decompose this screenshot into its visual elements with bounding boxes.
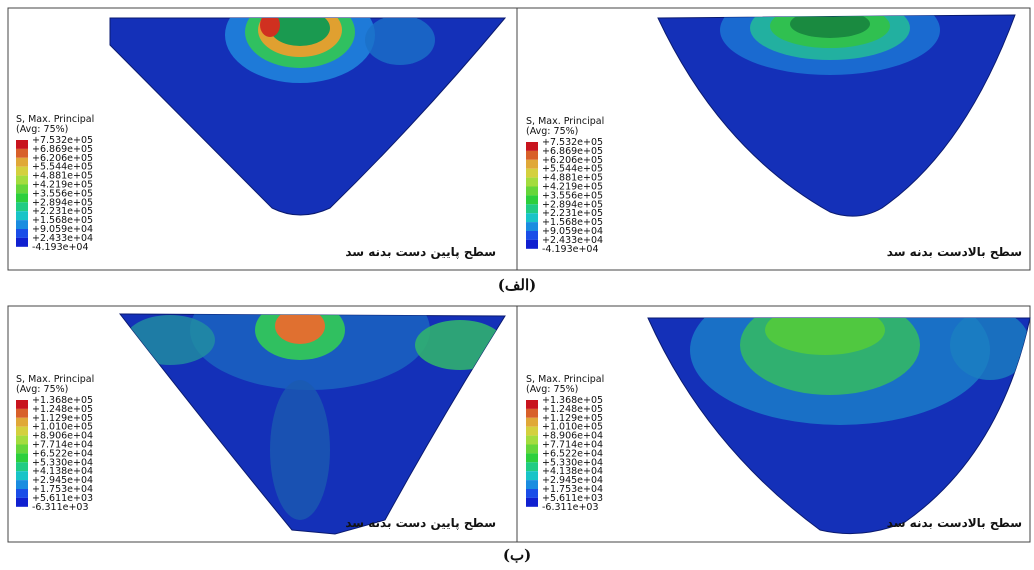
- legend-swatch: [16, 471, 28, 480]
- legend-swatch: [526, 471, 538, 480]
- legend-swatch: [16, 453, 28, 462]
- legend-swatch: [526, 213, 538, 222]
- legend-swatch: [526, 222, 538, 231]
- legend-swatch: [16, 229, 28, 238]
- legend-swatch: [526, 142, 538, 151]
- legend-subtitle: (Avg: 75%): [16, 384, 68, 395]
- legend-swatch: [16, 418, 28, 427]
- legend-swatch: [526, 436, 538, 445]
- legend-swatch: [526, 445, 538, 454]
- legend-swatch: [526, 409, 538, 418]
- legend-swatch: [16, 498, 28, 507]
- legend-entry: -4.193e+04: [32, 242, 89, 253]
- panel-caption: سطح بالادست بدنه سد: [887, 245, 1022, 259]
- legend-swatch: [16, 211, 28, 220]
- contour-region: [365, 15, 435, 65]
- legend-entry: -4.193e+04: [542, 244, 599, 255]
- legend-swatch: [526, 498, 538, 507]
- legend-swatch: [526, 160, 538, 169]
- panel-caption: سطح پایین دست بدنه سد: [345, 245, 496, 259]
- legend-swatch: [16, 436, 28, 445]
- legend-swatch: [16, 176, 28, 185]
- legend-swatch: [526, 187, 538, 196]
- row-label: (الف): [498, 276, 536, 294]
- legend-swatch: [526, 151, 538, 160]
- legend-swatch: [16, 427, 28, 436]
- legend-swatch: [16, 480, 28, 489]
- contour-region: [270, 380, 330, 520]
- legend-swatch: [16, 158, 28, 167]
- legend-swatch: [16, 238, 28, 247]
- legend-swatch: [16, 400, 28, 409]
- legend-swatch: [16, 149, 28, 158]
- legend-swatch: [526, 480, 538, 489]
- legend-entry: -6.311e+03: [542, 502, 599, 513]
- legend-swatch: [16, 220, 28, 229]
- legend-swatch: [16, 167, 28, 176]
- legend-swatch: [16, 140, 28, 149]
- legend-swatch: [526, 178, 538, 187]
- legend-subtitle: (Avg: 75%): [526, 126, 578, 137]
- legend-subtitle: (Avg: 75%): [16, 124, 68, 135]
- legend-swatch: [526, 462, 538, 471]
- legend-swatch: [16, 193, 28, 202]
- legend-swatch: [16, 462, 28, 471]
- legend-swatch: [526, 195, 538, 204]
- legend-swatch: [526, 489, 538, 498]
- row-label: (ب): [503, 546, 531, 564]
- legend-swatch: [16, 185, 28, 194]
- legend-entry: -6.311e+03: [32, 502, 89, 513]
- legend-swatch: [16, 202, 28, 211]
- panel-caption: سطح پایین دست بدنه سد: [345, 516, 496, 530]
- legend-swatch: [526, 453, 538, 462]
- legend-swatch: [526, 400, 538, 409]
- legend-swatch: [526, 240, 538, 249]
- figure: S, Max. Principal(Avg: 75%)+7.532e+05+6.…: [0, 0, 1034, 570]
- legend-swatch: [16, 445, 28, 454]
- panel-caption: سطح بالادست بدنه سد: [887, 516, 1022, 530]
- legend-swatch: [526, 418, 538, 427]
- legend-swatch: [526, 231, 538, 240]
- legend-swatch: [526, 204, 538, 213]
- legend-swatch: [526, 169, 538, 178]
- legend-swatch: [16, 489, 28, 498]
- legend-swatch: [526, 427, 538, 436]
- legend-subtitle: (Avg: 75%): [526, 384, 578, 395]
- legend-swatch: [16, 409, 28, 418]
